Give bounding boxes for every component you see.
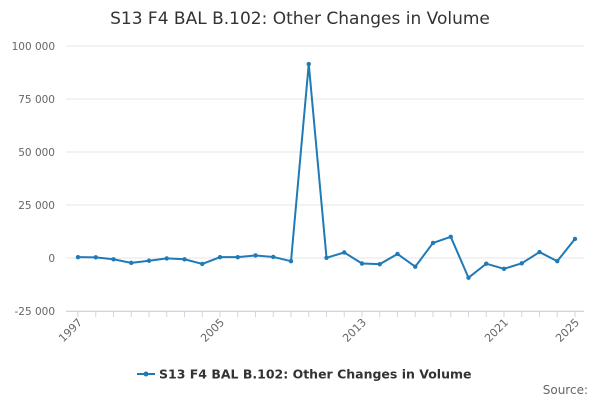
data-point xyxy=(448,234,453,239)
data-point xyxy=(164,256,169,261)
data-point xyxy=(200,261,205,267)
y-tick-label: 75 000 xyxy=(18,94,55,106)
series-line xyxy=(77,63,576,279)
data-point xyxy=(359,261,365,266)
y-tick-label: 100 000 xyxy=(12,41,55,53)
data-point xyxy=(342,250,347,255)
data-point xyxy=(377,261,382,267)
legend[interactable]: S13 F4 BAL B.102: Other Changes in Volum… xyxy=(137,367,472,382)
data-point xyxy=(395,251,400,257)
y-tick-label: -25 000 xyxy=(14,306,55,318)
data-point xyxy=(501,266,507,272)
x-tick-label: 2025 xyxy=(553,316,582,345)
data-point xyxy=(466,275,471,280)
gridlines xyxy=(66,45,584,312)
data-point xyxy=(306,61,311,67)
legend-marker-icon xyxy=(143,371,149,377)
data-point xyxy=(484,261,489,266)
y-tick-label: 25 000 xyxy=(18,200,55,212)
x-tick-label: 2013 xyxy=(340,316,369,345)
data-point xyxy=(182,257,187,262)
data-point xyxy=(324,255,329,260)
y-tick-label: 0 xyxy=(48,253,55,265)
data-point xyxy=(217,254,223,260)
data-point xyxy=(93,255,98,260)
series-layer xyxy=(75,61,578,280)
data-point xyxy=(271,254,276,260)
x-axis: 1997 2005 2013 2021 2025 xyxy=(56,311,584,345)
data-point xyxy=(519,261,524,266)
x-tick-label: 1997 xyxy=(56,316,85,345)
data-point xyxy=(146,258,152,263)
y-tick-label: 50 000 xyxy=(18,147,55,159)
source-label: Source: xyxy=(543,383,588,397)
y-axis: 100 000 75 000 50 000 25 000 0 -25 000 xyxy=(12,41,55,318)
data-point xyxy=(288,258,294,264)
data-point xyxy=(413,264,418,269)
data-point xyxy=(111,257,116,262)
legend-label[interactable]: S13 F4 BAL B.102: Other Changes in Volum… xyxy=(159,367,472,382)
data-point xyxy=(253,253,258,258)
data-point xyxy=(235,254,240,260)
x-tick-label: 2021 xyxy=(482,316,511,345)
chart-title: S13 F4 BAL B.102: Other Changes in Volum… xyxy=(110,9,490,29)
data-point xyxy=(572,236,578,242)
data-point xyxy=(537,249,542,255)
data-point xyxy=(129,260,134,266)
data-point xyxy=(75,254,81,260)
data-point xyxy=(430,240,436,246)
data-point xyxy=(555,258,560,264)
x-tick-label: 2005 xyxy=(198,316,227,345)
